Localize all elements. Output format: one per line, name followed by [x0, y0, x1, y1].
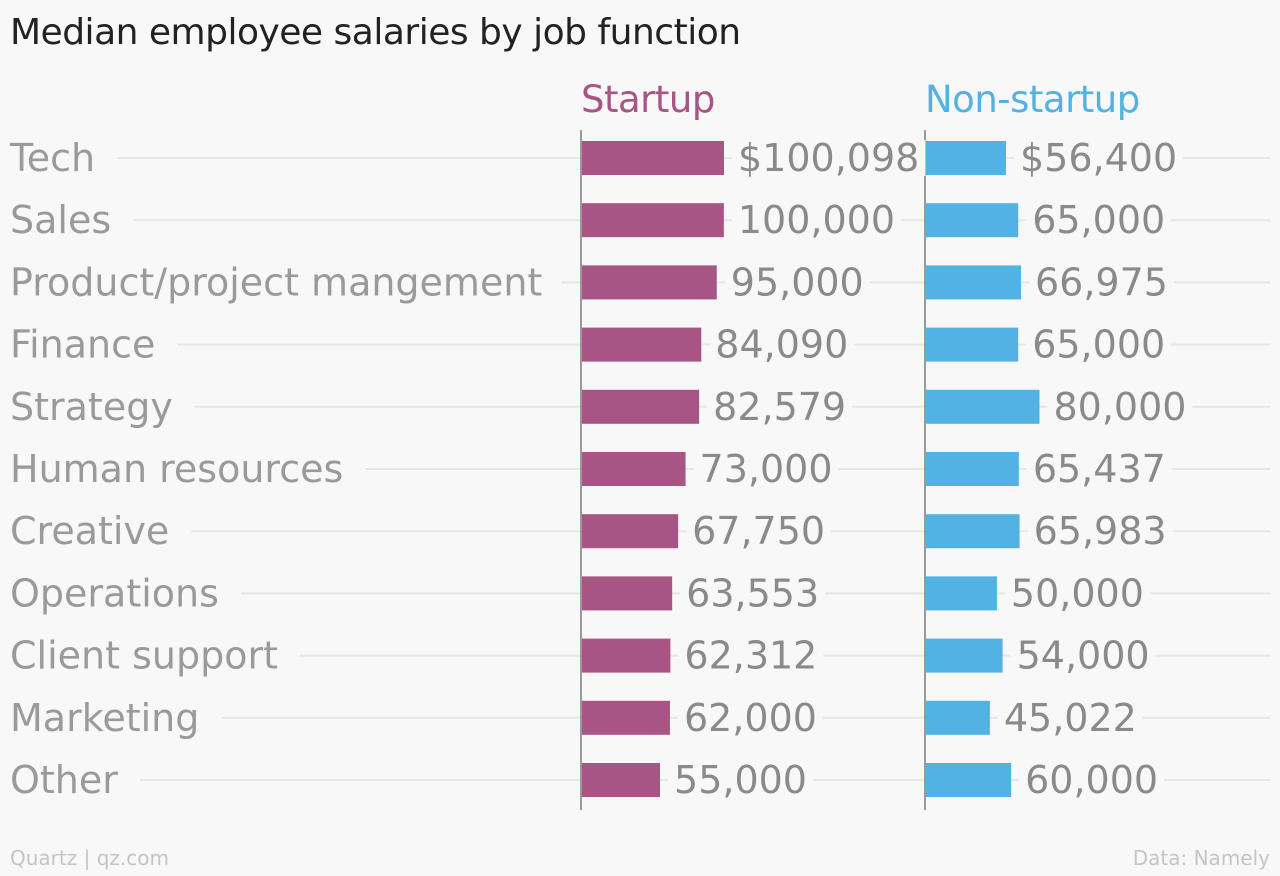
value-label-backdrop	[709, 326, 855, 363]
value-label-backdrop	[1029, 264, 1174, 301]
non-startup-bar	[926, 576, 997, 611]
non-startup-value-label: $56,400	[1020, 136, 1177, 180]
non-startup-bar	[926, 203, 1019, 238]
startup-bar	[582, 389, 700, 424]
footer-source-credit: Quartz | qz.com	[10, 846, 169, 870]
non-startup-bar	[926, 638, 1003, 673]
value-label-backdrop	[1026, 202, 1172, 239]
startup-bar	[582, 327, 702, 362]
non-startup-value-label: 54,000	[1017, 634, 1150, 678]
value-label-backdrop	[1004, 575, 1150, 612]
category-label: Strategy	[10, 385, 173, 429]
category-label: Creative	[10, 509, 169, 553]
startup-value-label: 63,553	[686, 571, 819, 615]
non-startup-bar	[926, 763, 1012, 797]
value-label-backdrop	[1047, 388, 1193, 425]
category-label: Product/project mangement	[10, 260, 542, 304]
startup-value-label: $100,098	[738, 136, 919, 180]
category-label: Operations	[10, 571, 219, 615]
value-label-backdrop	[731, 202, 902, 239]
startup-bar	[582, 265, 717, 300]
non-startup-value-label: 65,983	[1034, 509, 1167, 553]
bars	[582, 141, 1040, 797]
value-label-backdrop	[1019, 762, 1165, 798]
value-label-backdrop	[732, 140, 926, 176]
startup-value-label: 67,750	[692, 509, 825, 553]
value-label-backdrop	[1010, 637, 1156, 674]
startup-value-label: 62,312	[684, 634, 817, 678]
value-label-backdrop	[693, 451, 839, 487]
non-startup-bar	[926, 452, 1019, 486]
category-label: Sales	[10, 198, 111, 242]
value-label-backdrop	[668, 762, 813, 798]
non-startup-bar	[926, 141, 1007, 175]
panel-title-startup: Startup	[581, 78, 715, 121]
startup-bar	[582, 638, 671, 673]
startup-value-label: 84,090	[715, 323, 848, 367]
value-label-backdrop	[724, 264, 870, 301]
value-label-backdrop	[1027, 513, 1173, 550]
footer-data-source: Data: Namely	[1132, 846, 1270, 870]
non-startup-bar	[926, 265, 1022, 300]
startup-bar	[582, 700, 670, 735]
startup-value-label: 73,000	[700, 447, 833, 491]
category-labels: Tech Sales Product/project mangement Financ…	[9, 136, 542, 802]
startup-bar	[582, 452, 686, 486]
panel-title-non-startup: Non-startup	[925, 78, 1140, 121]
value-label-backdrop	[1026, 451, 1172, 487]
non-startup-bar	[926, 389, 1040, 424]
chart-title: Median employee salaries by job function	[10, 12, 741, 53]
startup-bar	[582, 763, 661, 797]
non-startup-value-label: 80,000	[1053, 385, 1186, 429]
non-startup-value-label: 65,000	[1032, 198, 1165, 242]
non-startup-value-label: 66,975	[1035, 260, 1168, 304]
non-startup-bar	[926, 700, 990, 735]
startup-value-label: 95,000	[731, 260, 864, 304]
category-label: Tech	[9, 136, 95, 180]
category-label: Finance	[10, 323, 155, 367]
startup-value-label: 82,579	[713, 385, 846, 429]
value-label-backdrop	[1014, 140, 1184, 176]
startup-bar	[582, 514, 679, 549]
value-label-backdrop	[707, 388, 853, 425]
value-label-backdrop	[1026, 326, 1172, 363]
category-label: Client support	[10, 634, 278, 678]
startup-bar	[582, 203, 724, 238]
startup-value-label: 62,000	[684, 696, 817, 740]
non-startup-value-label: 45,022	[1004, 696, 1137, 740]
non-startup-value-label: 50,000	[1011, 571, 1144, 615]
startup-bar	[582, 141, 724, 175]
non-startup-value-label: 65,437	[1033, 447, 1166, 491]
category-label: Other	[10, 758, 118, 802]
value-label-backdrop	[680, 575, 826, 612]
non-startup-value-label: 60,000	[1025, 758, 1158, 802]
value-label-backdrop	[686, 513, 832, 550]
non-startup-value-label: 65,000	[1032, 323, 1165, 367]
non-startup-bar	[926, 327, 1019, 362]
value-label-backdrop	[677, 699, 823, 736]
value-label-backdrop	[997, 699, 1143, 736]
non-startup-bar	[926, 514, 1020, 549]
startup-value-label: 55,000	[674, 758, 807, 802]
category-label: Marketing	[10, 696, 199, 740]
axes	[580, 130, 926, 810]
startup-bar	[582, 576, 673, 611]
value-label-backdrop	[678, 637, 824, 674]
category-label: Human resources	[10, 447, 343, 491]
value-labels: $100,098 100,000 95,000 84,090 82,579 73,000 6…	[668, 136, 1193, 802]
startup-value-label: 100,000	[738, 198, 895, 242]
